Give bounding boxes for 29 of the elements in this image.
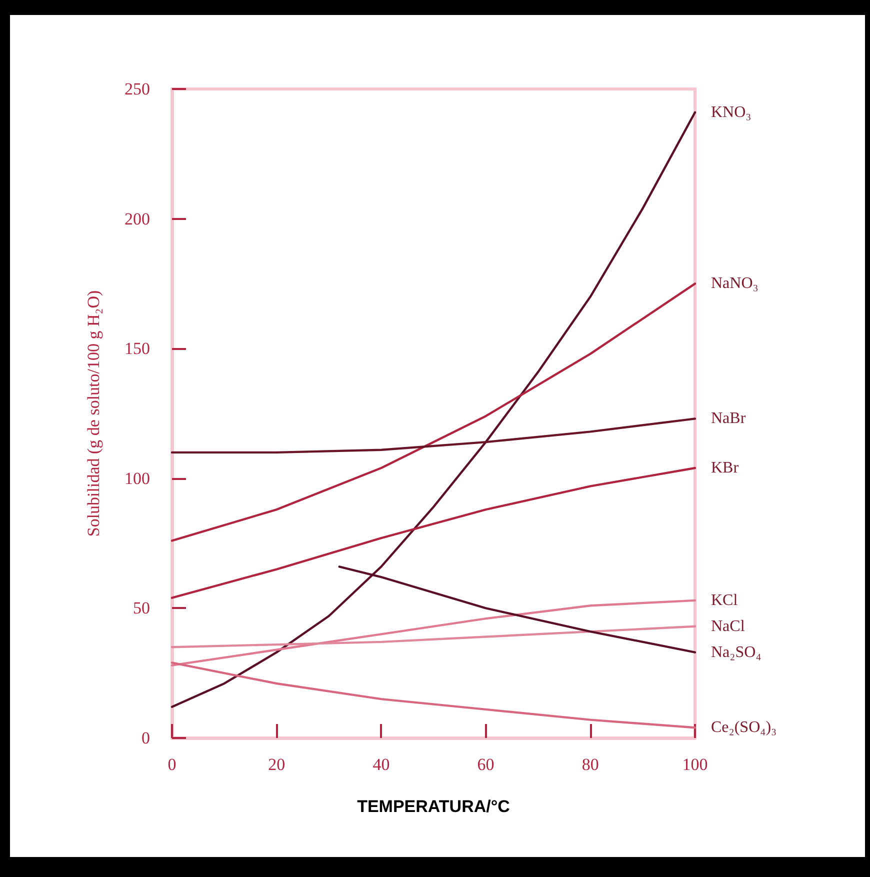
line-series (170, 282, 696, 542)
line-series (170, 466, 696, 599)
x-tick-label: 40 (372, 755, 390, 774)
line-series (170, 418, 696, 454)
x-tick-label: 60 (477, 755, 494, 774)
series-label: KNO₃ (711, 104, 752, 121)
series-label: KBr (711, 460, 740, 477)
y-tick-label: 0 (142, 728, 150, 748)
y-tick-label: 50 (133, 598, 150, 618)
series-label: NaCl (711, 618, 746, 635)
y-tick-label: 100 (124, 468, 150, 488)
x-tick-label: 80 (582, 755, 599, 774)
y-tick-label: 250 (124, 80, 150, 98)
x-tick-label: 0 (168, 755, 176, 774)
line-series (170, 625, 696, 648)
series-label: KCl (711, 592, 738, 609)
y-tick-label: 150 (124, 339, 150, 358)
y-axis-title: Solubilidad (g de soluto/100 g H₂O) (84, 290, 103, 537)
series-label: NaBr (711, 410, 746, 428)
series-label: Ce₂(SO₄)₃ (711, 719, 777, 736)
line-series (170, 599, 696, 666)
line-series (170, 111, 696, 708)
x-tick-label: 100 (682, 755, 708, 774)
x-tick-label: 20 (268, 755, 286, 774)
x-axis-title: TEMPERATURA/°C (357, 797, 510, 816)
series-label: Na₂SO₄ (711, 644, 762, 661)
series-label: NaNO₃ (711, 275, 758, 292)
line-series (170, 662, 696, 729)
y-tick-label: 200 (124, 209, 150, 228)
